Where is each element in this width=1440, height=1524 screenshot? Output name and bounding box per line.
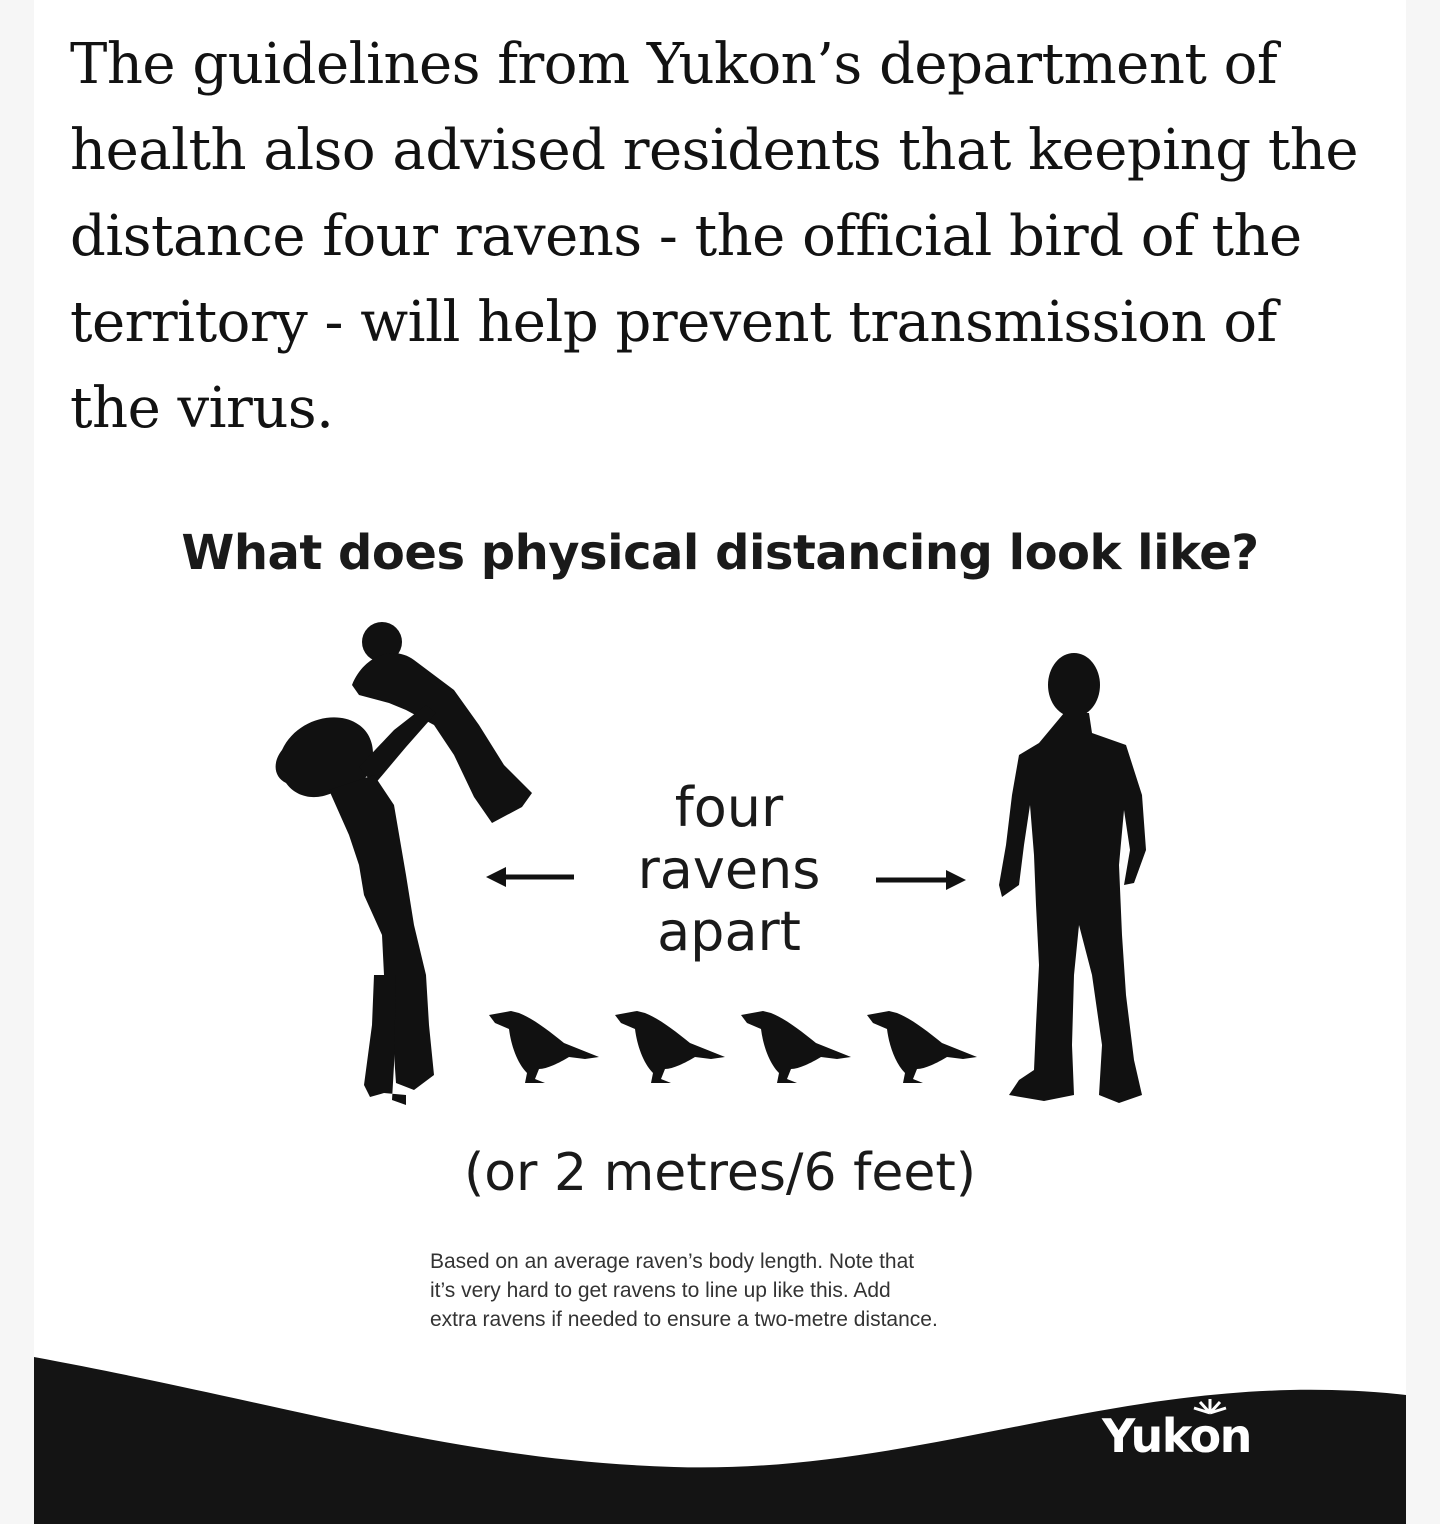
right-arrow-icon [876, 870, 966, 890]
infographic-footnote: Based on an average raven’s body length.… [430, 1247, 1050, 1334]
ravens-row [489, 1011, 977, 1083]
four-ravens-apart-label: four ravens apart [594, 777, 864, 963]
physical-distancing-infographic: What does physical distancing look like? [34, 505, 1406, 1524]
footnote-line1: Based on an average raven’s body length.… [430, 1250, 915, 1273]
center-label-line2: ravens [637, 838, 821, 901]
article-paragraph: The guidelines from Yukon’s department o… [70, 32, 1359, 441]
raven-icon [489, 1011, 599, 1083]
left-arrow-icon [486, 867, 574, 887]
infographic-title: What does physical distancing look like? [181, 525, 1259, 581]
footnote-line3: extra ravens if needed to ensure a two-m… [430, 1308, 938, 1331]
metric-equivalent-label: (or 2 metres/6 feet) [463, 1143, 977, 1203]
yukon-brand-logo: Yukon [1102, 1409, 1252, 1463]
raven-icon [867, 1011, 977, 1083]
yukon-sun-logo-icon [1193, 1399, 1227, 1415]
bottom-banner [34, 1357, 1406, 1524]
raven-icon [615, 1011, 725, 1083]
center-label-line3: apart [657, 900, 801, 963]
center-label-line1: four [674, 776, 784, 839]
adult-with-child-silhouette-icon [275, 622, 532, 1105]
raven-icon [741, 1011, 851, 1083]
man-silhouette-icon [999, 653, 1146, 1103]
infographic-illustration [34, 622, 1406, 1524]
footnote-line2: it’s very hard to get ravens to line up … [430, 1279, 891, 1302]
